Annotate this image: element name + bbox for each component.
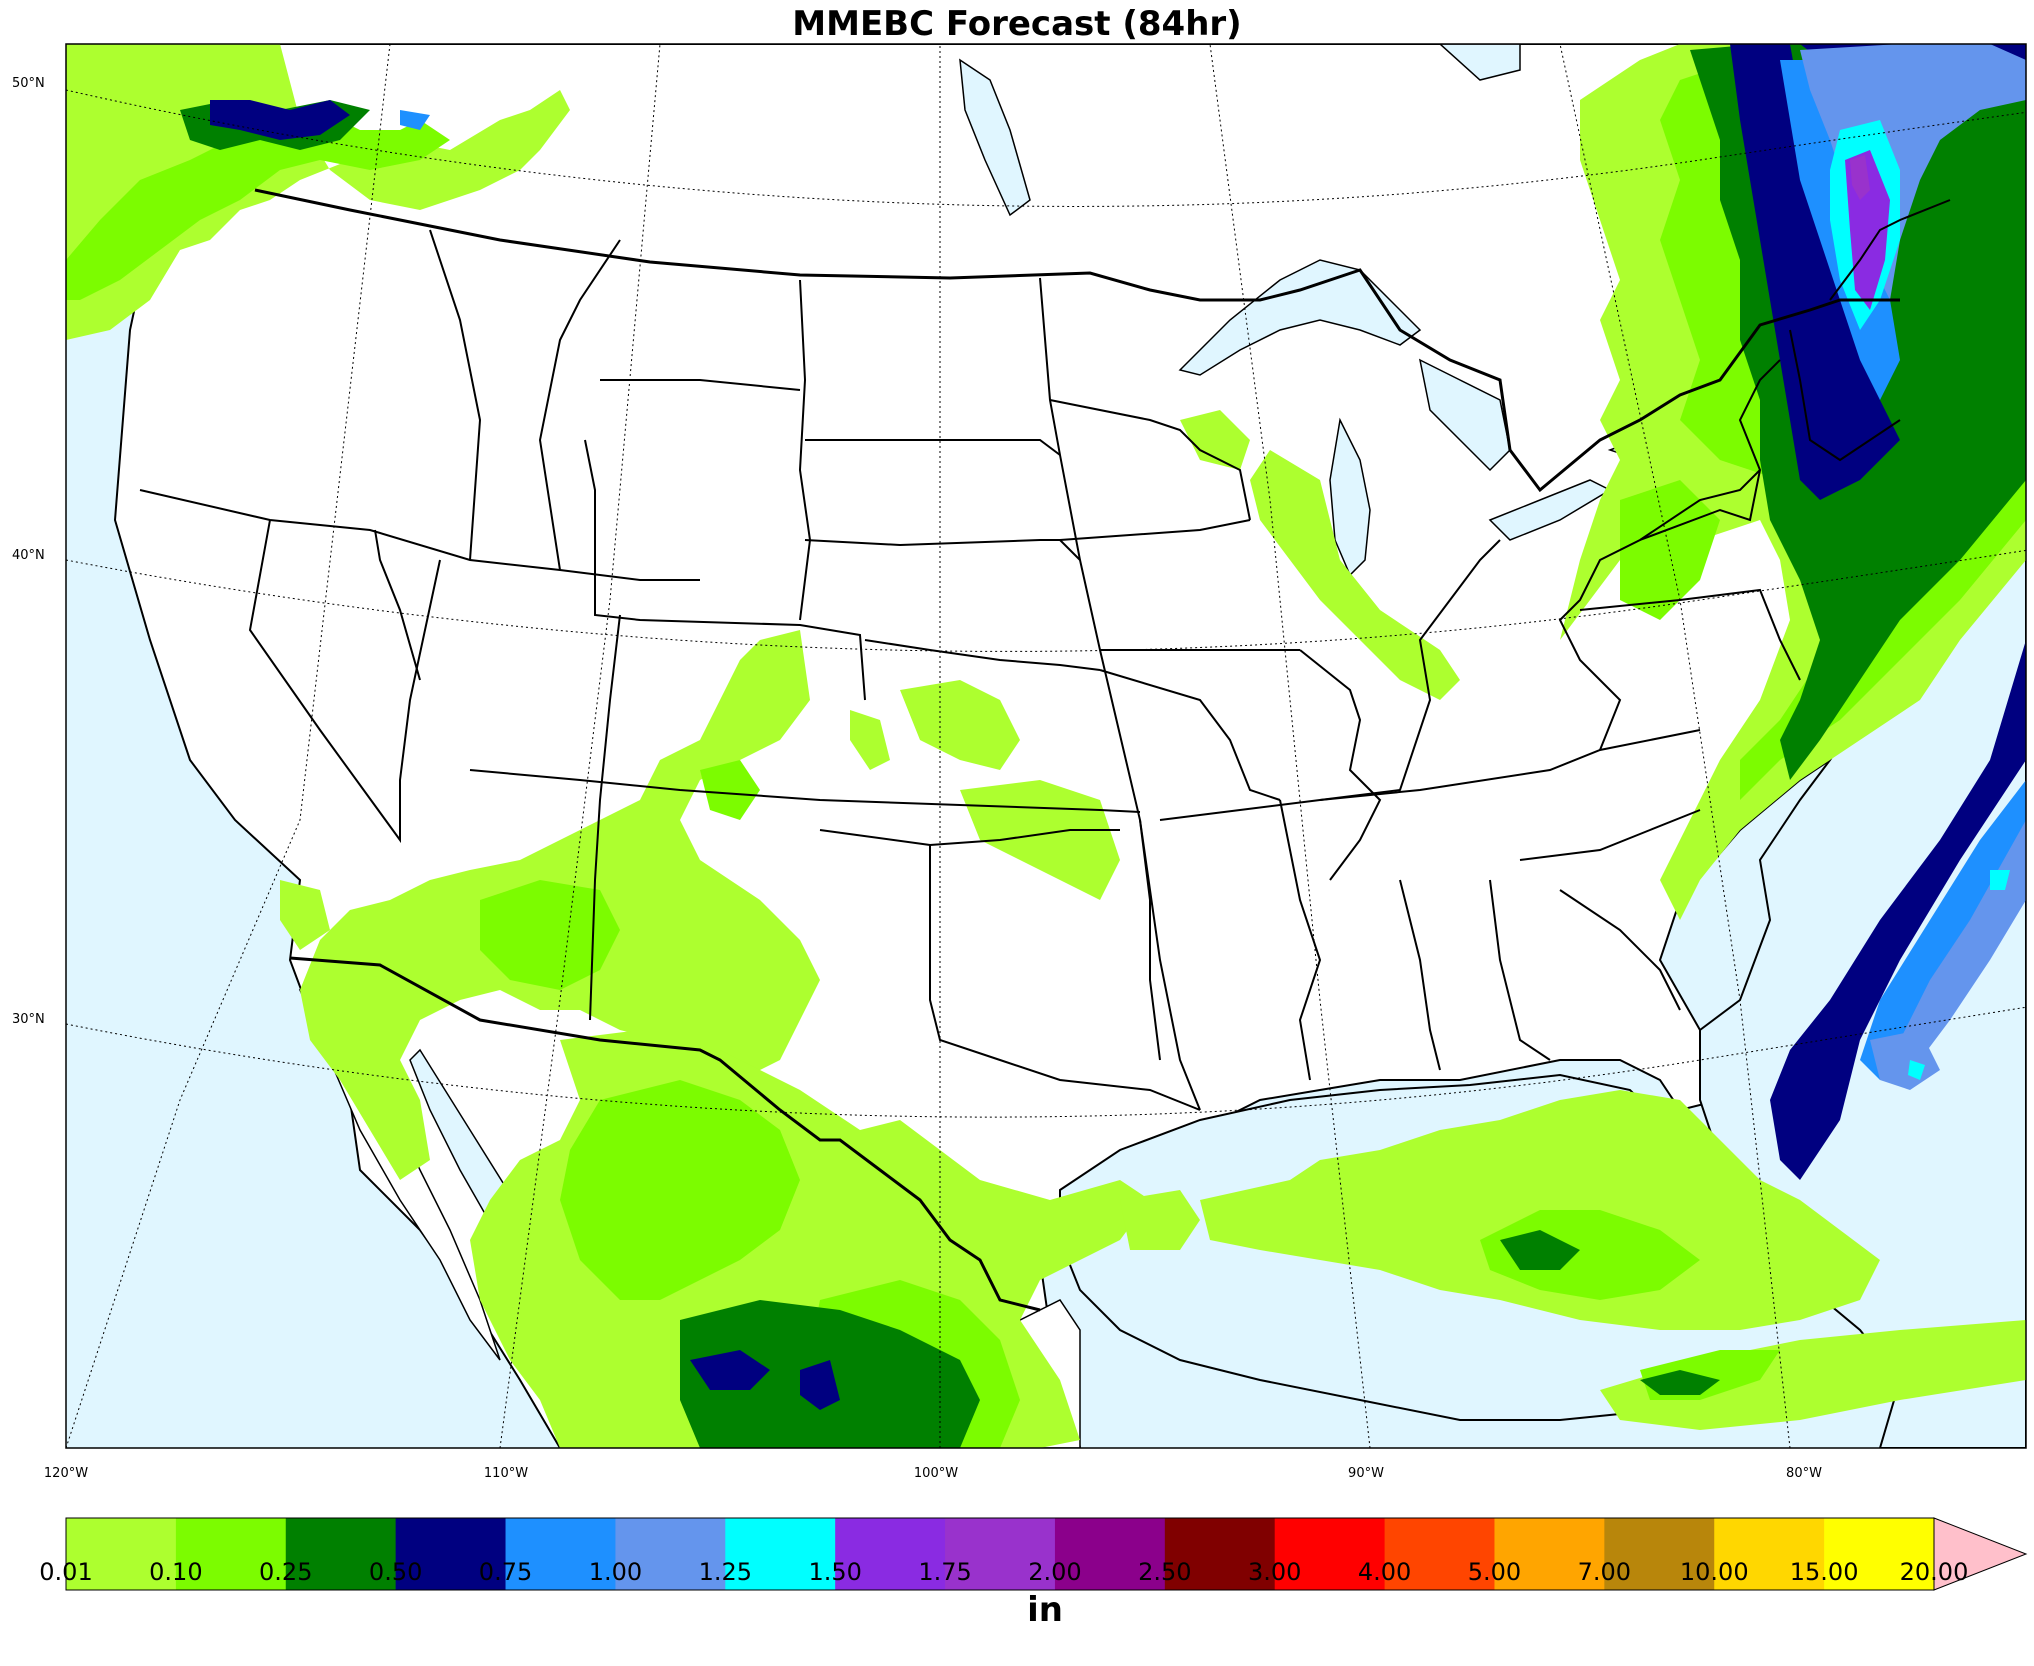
colorbar-tick-label: 2.00: [1028, 1558, 1082, 1586]
colorbar-segment: [175, 1518, 287, 1590]
lake-michigan: [1329, 417, 1371, 577]
lon-label-110w: 110°W: [483, 1466, 529, 1481]
colorbar-tick-label: 2.50: [1138, 1558, 1192, 1586]
colorbar-tick-label: 0.25: [259, 1558, 313, 1586]
colorbar-segment: [725, 1518, 836, 1590]
colorbar-segment: [395, 1518, 507, 1590]
lake-huron: [1418, 358, 1511, 472]
colorbar-segment: [1384, 1518, 1495, 1590]
colorbar-segment: [66, 1518, 177, 1590]
lat-label-40: 40°N: [12, 548, 45, 563]
map-frame: [65, 43, 2027, 1449]
colorbar-tick-label: 0.50: [368, 1558, 423, 1586]
map-title: MMEBC Forecast (84hr): [792, 4, 1242, 44]
lon-label-100w: 100°W: [913, 1466, 959, 1481]
colorbar-segment: [285, 1518, 397, 1590]
colorbar-tick-label: 5.00: [1467, 1558, 1522, 1586]
colorbar-tick-label: 0.01: [39, 1558, 93, 1586]
colorbar-segment: [1824, 1518, 1935, 1590]
lon-label-90w: 90°W: [1348, 1466, 1384, 1481]
colorbar-labels: 0.01 0.10 0.25 0.50 0.75 1.00 1.25 1.50 1.75 2.00…: [0, 1558, 2034, 1588]
hudson-bay-edge: [1438, 44, 1521, 81]
colorbar-outline: [65, 1517, 1935, 1591]
colorbar-tick-label: 4.00: [1357, 1558, 1412, 1586]
colorbar-units: in: [1027, 1590, 1063, 1630]
colorbar-segment: [945, 1518, 1056, 1590]
colorbar-segment: [1494, 1518, 1605, 1590]
political-boundaries: [139, 188, 1951, 1312]
lat-label-30: 30°N: [12, 1012, 45, 1027]
lon-label-120w: 120°W: [43, 1466, 89, 1481]
graticule: [66, 44, 2026, 1448]
colorbar-tick-label: 1.25: [698, 1558, 752, 1586]
colorbar-segment: [1714, 1518, 1825, 1590]
colorbar-tick-label: 7.00: [1577, 1558, 1632, 1586]
lon-label-80w: 80°W: [1786, 1466, 1822, 1481]
colorbar-tick-label: 15.00: [1789, 1558, 1859, 1586]
colorbar-tick-label: 0.10: [149, 1558, 203, 1586]
colorbar-tick-label: 0.75: [478, 1558, 533, 1586]
colorbar-segment: [1604, 1518, 1715, 1590]
colorbar-tick-label: 10.00: [1679, 1558, 1749, 1586]
colorbar-tick-label: 20.00: [1899, 1558, 1969, 1586]
colorbar-tick-label: 3.00: [1247, 1558, 1302, 1586]
colorbar-tick-label: 1.00: [588, 1558, 643, 1586]
colorbar-segment: [835, 1518, 946, 1590]
colorbar-segment: [615, 1518, 726, 1590]
precip-1-75: [1850, 155, 1870, 200]
colorbar-tick-label: 1.75: [918, 1558, 972, 1586]
lake-winnipeg: [959, 58, 1031, 217]
colorbar-segment: [1164, 1518, 1276, 1590]
lat-label-50: 50°N: [12, 76, 45, 91]
colorbar: [65, 1517, 2028, 1591]
colorbar-segment: [1054, 1518, 1166, 1590]
colorbar-tick-label: 1.50: [808, 1558, 862, 1586]
colorbar-segment: [505, 1518, 616, 1590]
colorbar-segment: [1274, 1518, 1386, 1590]
